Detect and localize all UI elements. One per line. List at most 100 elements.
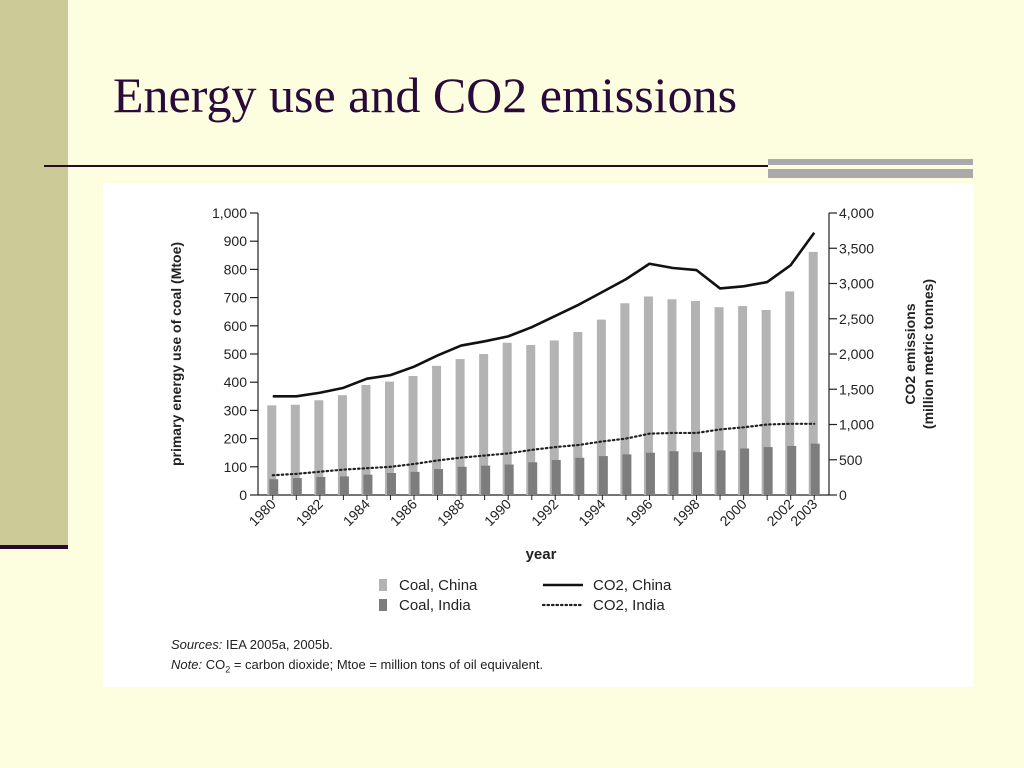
legend-label-coal-china: Coal, China: [399, 577, 478, 594]
bar-coal-china: [408, 375, 418, 495]
left-tick-label: 1,000: [212, 205, 247, 221]
right-axis-title-line2: (million metric tonnes): [920, 279, 936, 429]
x-tick-label: 1990: [481, 496, 514, 529]
bar-coal-china: [314, 400, 324, 495]
bar-coal-india: [316, 476, 326, 495]
x-tick-label: 2000: [716, 496, 749, 529]
legend-label-coal-india: Coal, India: [399, 597, 471, 614]
bar-coal-china: [738, 306, 748, 495]
left-tick-label: 800: [224, 261, 248, 277]
x-tick-label: 1986: [387, 496, 420, 529]
bar-coal-china: [667, 299, 677, 495]
left-axis-title: primary energy use of coal (Mtoe): [168, 242, 184, 466]
bar-coal-china: [643, 296, 653, 495]
side-accent-line: [0, 545, 68, 549]
slide-title: Energy use and CO2 emissions: [113, 67, 738, 123]
line-co2-china: [272, 231, 816, 398]
left-tick-label: 100: [224, 459, 248, 475]
sources-label: Sources:: [171, 637, 223, 652]
bar-coal-india: [763, 447, 773, 495]
x-tick-label: 1998: [669, 496, 702, 529]
bar-coal-india: [575, 457, 585, 495]
x-tick-label: 1988: [434, 496, 467, 529]
x-tick-label: 1984: [340, 496, 373, 529]
x-tick-label: 1992: [528, 496, 561, 529]
bar-coal-india: [528, 462, 538, 495]
bar-coal-china: [761, 310, 771, 495]
bar-coal-india: [669, 451, 679, 495]
note-line: Note: CO2 = carbon dioxide; Mtoe = milli…: [171, 657, 543, 675]
x-tick-label: 1994: [575, 496, 608, 529]
note-label: Note:: [171, 657, 203, 672]
bar-coal-china: [267, 405, 277, 495]
left-tick-label: 700: [224, 290, 248, 306]
left-tick-label: 300: [224, 402, 248, 418]
bar-coal-china: [432, 365, 442, 495]
left-tick-label: 0: [239, 487, 247, 503]
bar-coal-india: [551, 460, 561, 495]
right-tick-label: 1,500: [839, 381, 874, 397]
right-tick-label: 4,000: [839, 205, 874, 221]
bar-coal-india: [716, 450, 726, 495]
x-tick-label: 2003: [787, 496, 820, 529]
bar-coal-china: [620, 303, 630, 495]
chart-svg: 0 100 200 300 400 500 600 700 800 900 1,000 0 500 1,0…: [168, 205, 936, 614]
sources-line: Sources: IEA 2005a, 2005b.: [171, 637, 333, 652]
note-rest: = carbon dioxide; Mtoe = million tons of…: [230, 657, 544, 672]
right-tick-label: 3,500: [839, 240, 874, 256]
right-tick-label: 2,500: [839, 311, 874, 327]
right-tick-label: 1,000: [839, 417, 874, 433]
bar-coal-china: [337, 395, 347, 495]
bar-coal-india: [386, 473, 396, 495]
legend-swatch-coal-india: [379, 599, 387, 611]
bar-coal-china: [714, 307, 724, 495]
side-accent-bar: [0, 0, 68, 545]
bar-coal-india: [810, 443, 820, 495]
right-axis-title-line1: CO2 emissions: [902, 303, 918, 404]
bar-coal-india: [292, 478, 302, 495]
bar-coal-india: [693, 452, 703, 495]
bar-coal-india: [434, 469, 444, 495]
chart-figure: 0 100 200 300 400 500 600 700 800 900 1,000 0 500 1,0…: [103, 183, 973, 687]
note-sub: 2: [225, 664, 231, 675]
bar-coal-china: [691, 300, 701, 495]
right-tick-label: 0: [839, 487, 847, 503]
bar-coal-china: [502, 342, 512, 495]
line-co2-india: [271, 422, 816, 477]
bar-coal-india: [363, 474, 373, 495]
bar-coal-india: [269, 479, 279, 495]
bar-coal-china: [596, 319, 606, 495]
title-divider: [44, 165, 768, 167]
left-tick-label: 500: [224, 346, 248, 362]
bar-coal-china: [361, 385, 371, 495]
bar-coal-india: [410, 471, 420, 495]
bar-coal-india: [457, 466, 467, 495]
bar-coal-china: [526, 344, 536, 495]
bar-coal-india: [787, 445, 797, 495]
bar-coal-india: [598, 456, 608, 495]
bar-coal-china: [290, 404, 300, 495]
bar-coal-india: [504, 464, 514, 495]
x-axis-title: year: [526, 546, 557, 563]
x-tick-label: 1982: [293, 496, 326, 529]
left-tick-label: 900: [224, 233, 248, 249]
bar-coal-india: [339, 476, 349, 495]
bar-coal-china: [808, 251, 818, 495]
right-tick-label: 500: [839, 452, 863, 468]
legend-label-co2-china: CO2, China: [593, 577, 672, 594]
left-tick-label: 400: [224, 374, 248, 390]
title-divider-accent: [768, 159, 973, 165]
right-tick-label: 3,000: [839, 276, 874, 292]
bar-coal-india: [740, 448, 750, 495]
bar-coal-china: [549, 340, 559, 495]
left-tick-label: 600: [224, 318, 248, 334]
bar-coal-india: [622, 454, 632, 495]
bar-coal-india: [481, 465, 491, 495]
x-tick-label: 1980: [246, 496, 279, 529]
bar-coal-china: [384, 381, 394, 495]
left-tick-label: 200: [224, 431, 248, 447]
legend-swatch-coal-china: [379, 579, 387, 591]
bar-coal-china: [785, 291, 795, 495]
right-tick-label: 2,000: [839, 346, 874, 362]
bar-coal-china: [455, 359, 465, 495]
